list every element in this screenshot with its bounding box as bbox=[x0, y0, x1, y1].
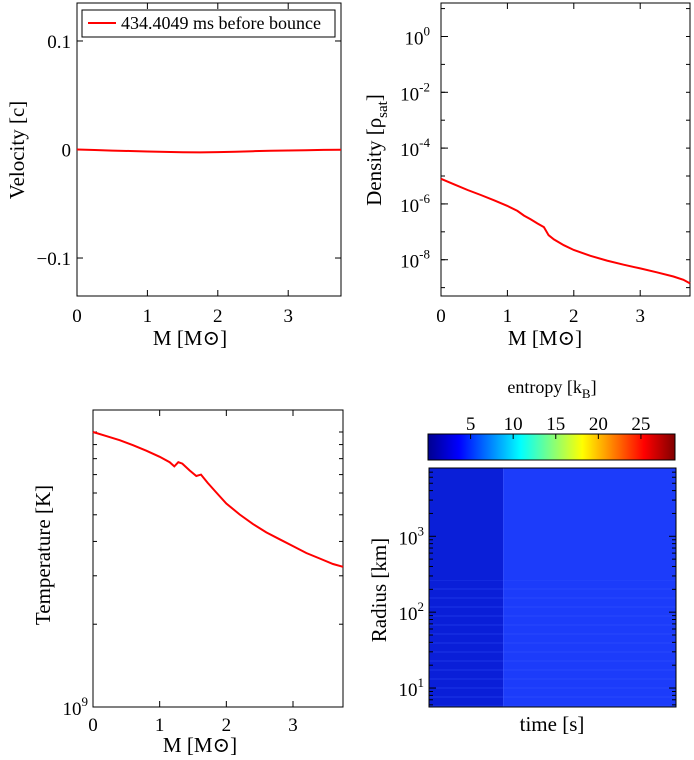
y-tick-label: 0 bbox=[62, 141, 72, 162]
y-tick-label: 10-2 bbox=[400, 79, 430, 105]
x-tick-label: 2 bbox=[569, 306, 579, 327]
x-tick-label: 2 bbox=[213, 306, 223, 327]
x-tick-label: 0 bbox=[88, 715, 98, 736]
heatmap-ticks: 101 102 103 bbox=[399, 471, 676, 706]
velocity-legend: 434.4049 ms before bounce bbox=[81, 9, 336, 38]
x-tick-label: 1 bbox=[143, 306, 153, 327]
density-panel: 0 1 2 3 100 10-2 10-4 10-6 10-8 Density [ρsat] M… bbox=[362, 2, 691, 350]
x-tick-label: 2 bbox=[222, 715, 232, 736]
temperature-ylabel: Temperature [K] bbox=[31, 485, 55, 625]
density-axes-frame bbox=[440, 2, 691, 297]
x-tick-label: 3 bbox=[283, 306, 293, 327]
y-tick-label: 100 bbox=[405, 23, 431, 49]
temperature-axes-frame bbox=[92, 409, 344, 708]
heatmap-axes-frame bbox=[428, 467, 677, 708]
x-tick-label: 3 bbox=[635, 306, 645, 327]
colorbar-tick-label: 10 bbox=[504, 414, 523, 435]
velocity-ylabel: Velocity [c] bbox=[5, 101, 29, 200]
legend-entry: 434.4049 ms before bounce bbox=[121, 13, 321, 33]
y-tick-label: 0.1 bbox=[47, 32, 71, 53]
colorbar-tick-label: 20 bbox=[589, 414, 608, 435]
heatmap-xlabel: time [s] bbox=[520, 712, 585, 736]
velocity-xlabel: M [M⊙] bbox=[153, 326, 227, 350]
heatmap-texture bbox=[429, 580, 676, 707]
colorbar-ticks: 5 10 15 20 25 bbox=[466, 414, 650, 439]
velocity-panel: 0 1 2 3 −0.1 0 0.1 434.4049 ms before bounce V… bbox=[5, 2, 342, 350]
x-tick-label: 1 bbox=[155, 715, 165, 736]
temperature-series-line bbox=[92, 431, 344, 568]
entropy-colorbar bbox=[427, 433, 676, 461]
colorbar-tick-label: 25 bbox=[631, 414, 650, 435]
temperature-xlabel: M [M⊙] bbox=[163, 733, 237, 757]
y-tick-label: 101 bbox=[399, 675, 425, 701]
y-tick-label: 103 bbox=[399, 523, 425, 549]
legend-box bbox=[81, 9, 336, 38]
density-ticks: 0 1 2 3 100 10-2 10-4 10-6 10-8 bbox=[400, 3, 690, 327]
entropy-panel: entropy [kB] 5 10 15 20 25 101 102 103 Radius … bbox=[367, 377, 677, 736]
x-tick-label: 0 bbox=[72, 306, 82, 327]
colorbar-tick-label: 5 bbox=[466, 414, 476, 435]
y-tick-label: 109 bbox=[63, 694, 89, 720]
velocity-ticks: 0 1 2 3 −0.1 0 0.1 bbox=[37, 3, 341, 327]
temperature-panel: 0 1 2 3 109 Temperature [K] M [M⊙] bbox=[31, 409, 344, 757]
density-ylabel: Density [ρsat] bbox=[362, 94, 391, 206]
y-tick-label: 10-8 bbox=[400, 247, 430, 273]
x-tick-label: 1 bbox=[503, 306, 513, 327]
y-tick-label: −0.1 bbox=[37, 249, 71, 270]
y-tick-label: 10-6 bbox=[400, 191, 430, 217]
density-xlabel: M [M⊙] bbox=[508, 326, 582, 350]
y-tick-label: 102 bbox=[399, 599, 425, 625]
heatmap-ylabel: Radius [km] bbox=[367, 538, 391, 642]
x-tick-label: 3 bbox=[288, 715, 298, 736]
velocity-series-line bbox=[76, 148, 342, 154]
y-tick-label: 10-4 bbox=[400, 135, 430, 161]
x-tick-label: 0 bbox=[436, 306, 446, 327]
density-series-line bbox=[440, 177, 691, 285]
colorbar-tick-label: 15 bbox=[546, 414, 565, 435]
colorbar-label: entropy [kB] bbox=[507, 377, 596, 401]
